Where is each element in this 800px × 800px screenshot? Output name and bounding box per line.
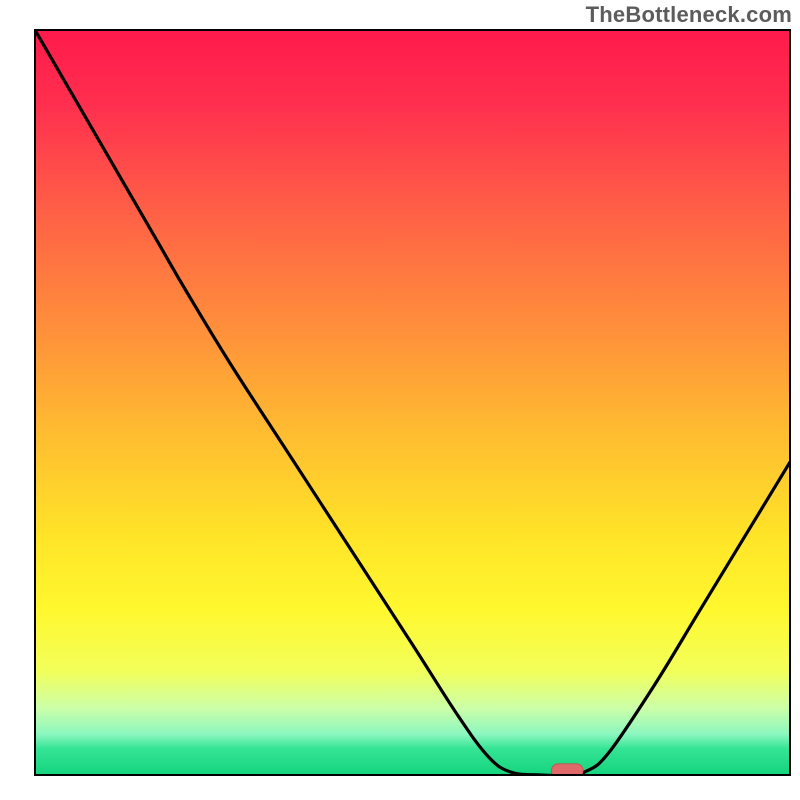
- chart-container: TheBottleneck.com: [0, 0, 800, 800]
- gradient-background: [35, 30, 790, 775]
- bottleneck-curve-chart: [0, 0, 800, 800]
- watermark-label: TheBottleneck.com: [586, 2, 792, 28]
